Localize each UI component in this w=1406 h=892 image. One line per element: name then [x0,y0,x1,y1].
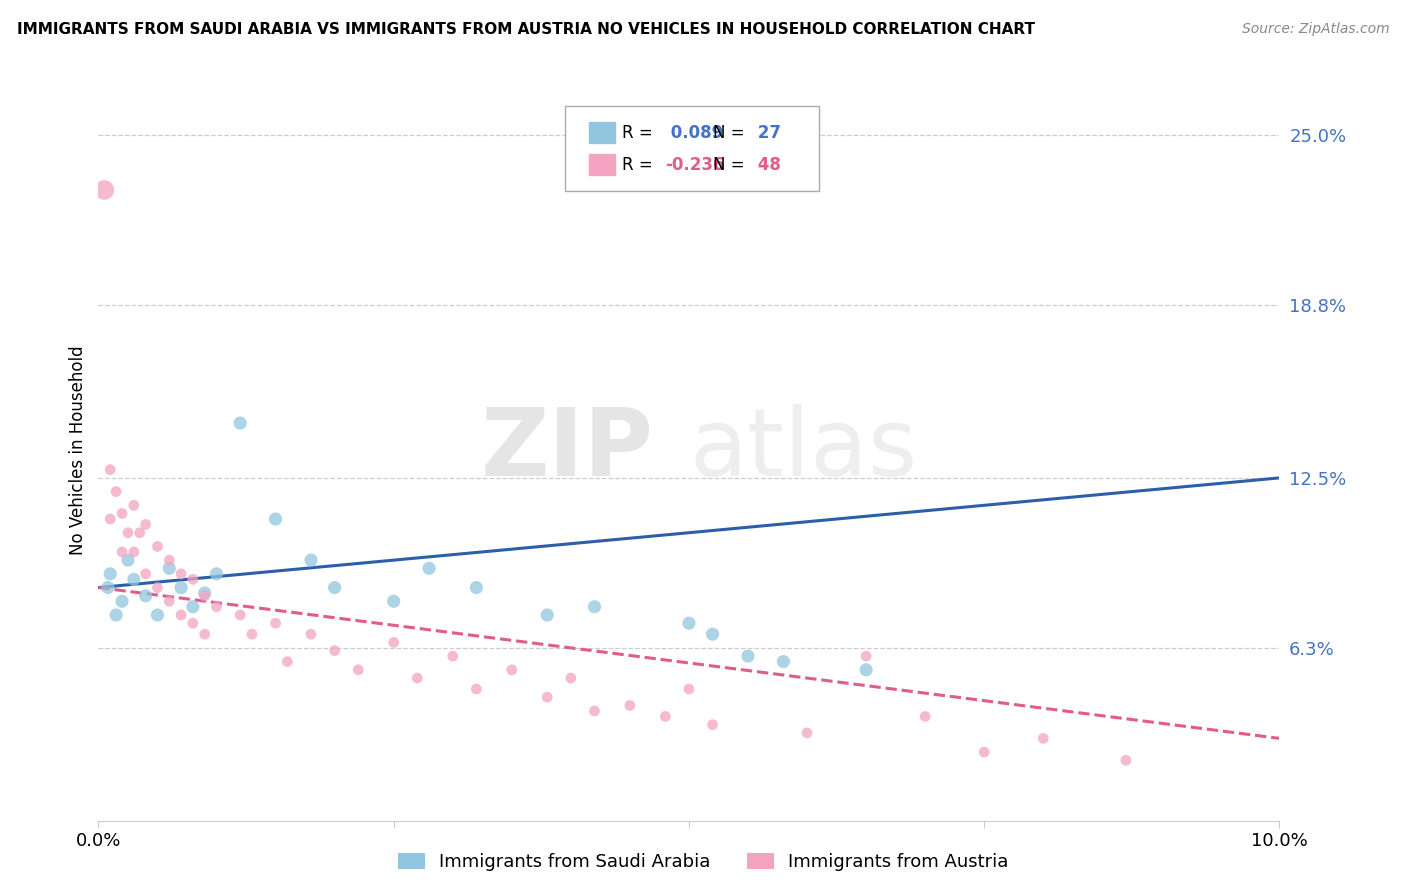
Point [855,649,877,664]
Point [583,704,606,718]
Point [93,183,115,197]
Point [229,416,252,430]
Point [111,594,134,608]
Point [465,581,488,595]
Point [465,681,488,696]
Point [418,561,440,575]
Point [299,553,322,567]
Point [181,572,204,586]
Point [536,690,558,705]
Point [157,594,180,608]
Point [194,589,217,603]
Point [702,717,724,731]
Point [146,607,169,622]
Point [135,517,157,532]
Text: 27: 27 [752,124,780,142]
Point [536,607,558,622]
Point [583,599,606,614]
Text: R =: R = [621,124,652,142]
Point [98,566,121,581]
Point [619,698,641,713]
Point [382,635,405,649]
Point [97,581,120,595]
Y-axis label: No Vehicles in Household: No Vehicles in Household [69,345,87,556]
Point [382,594,405,608]
Text: atlas: atlas [689,404,917,497]
Point [855,663,877,677]
Point [229,607,252,622]
Point [441,649,464,664]
Point [117,525,139,540]
Point [122,572,145,586]
Point [501,663,523,677]
Point [122,498,145,512]
Point [678,616,700,631]
Point [737,649,759,664]
Text: ZIP: ZIP [481,404,654,497]
Point [111,545,134,559]
Point [796,726,818,740]
Point [170,566,193,581]
Point [240,627,263,641]
Point [323,643,346,657]
Point [560,671,582,685]
Point [105,607,128,622]
Point [678,681,700,696]
Point [264,616,287,631]
Point [299,627,322,641]
Point [702,627,724,641]
Point [181,599,204,614]
Point [323,581,346,595]
Point [205,566,228,581]
Point [170,581,193,595]
Point [157,553,180,567]
FancyBboxPatch shape [565,106,818,191]
Text: N =: N = [713,156,744,174]
Point [181,616,204,631]
Legend: Immigrants from Saudi Arabia, Immigrants from Austria: Immigrants from Saudi Arabia, Immigrants… [391,846,1015,879]
Text: 48: 48 [752,156,780,174]
Point [406,671,429,685]
Point [772,655,794,669]
Point [105,484,128,499]
Point [654,709,676,723]
Text: 0.089: 0.089 [665,124,724,142]
Point [98,512,121,526]
Point [146,540,169,554]
Point [347,663,370,677]
Point [128,525,150,540]
Text: Source: ZipAtlas.com: Source: ZipAtlas.com [1241,22,1389,37]
Bar [589,154,614,175]
Text: N =: N = [713,124,744,142]
Point [135,566,157,581]
Point [194,627,217,641]
Text: IMMIGRANTS FROM SAUDI ARABIA VS IMMIGRANTS FROM AUSTRIA NO VEHICLES IN HOUSEHOLD: IMMIGRANTS FROM SAUDI ARABIA VS IMMIGRAN… [17,22,1035,37]
Point [276,655,298,669]
Point [914,709,936,723]
Point [1032,731,1054,746]
Point [170,607,193,622]
Point [194,586,217,600]
Point [157,561,180,575]
Point [122,545,145,559]
Point [146,581,169,595]
Bar [589,122,614,144]
Text: R =: R = [621,156,652,174]
Point [98,463,121,477]
Point [205,599,228,614]
Point [111,507,134,521]
Point [1115,753,1137,767]
Point [973,745,995,759]
Point [264,512,287,526]
Point [117,553,139,567]
Point [135,589,157,603]
Text: -0.236: -0.236 [665,156,725,174]
